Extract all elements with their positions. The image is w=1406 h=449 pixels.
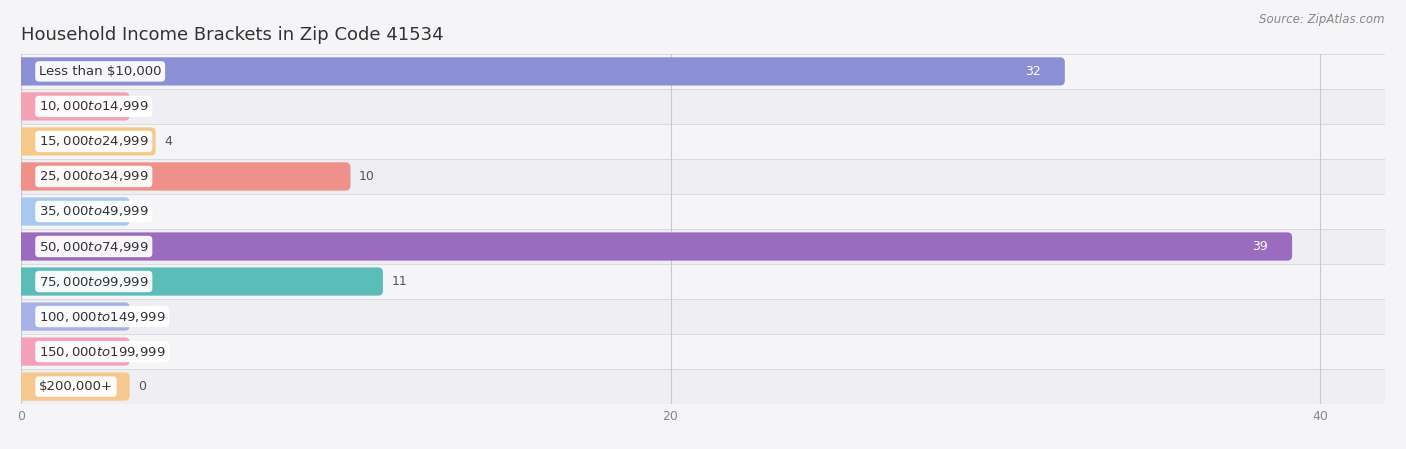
FancyBboxPatch shape: [17, 338, 129, 365]
Text: 0: 0: [138, 345, 146, 358]
Text: Less than $10,000: Less than $10,000: [39, 65, 162, 78]
Bar: [21, 369, 1385, 404]
Circle shape: [22, 64, 37, 79]
FancyBboxPatch shape: [17, 198, 129, 225]
Text: 32: 32: [1025, 65, 1040, 78]
Text: Household Income Brackets in Zip Code 41534: Household Income Brackets in Zip Code 41…: [21, 26, 444, 44]
Bar: [21, 299, 1385, 334]
Text: $25,000 to $34,999: $25,000 to $34,999: [39, 169, 149, 184]
Circle shape: [22, 169, 37, 184]
Bar: [21, 124, 1385, 159]
Text: $15,000 to $24,999: $15,000 to $24,999: [39, 134, 149, 149]
Circle shape: [22, 309, 37, 324]
FancyBboxPatch shape: [17, 163, 350, 190]
Bar: [21, 159, 1385, 194]
Text: $50,000 to $74,999: $50,000 to $74,999: [39, 239, 149, 254]
Text: 11: 11: [391, 275, 406, 288]
Text: 10: 10: [359, 170, 374, 183]
Bar: [21, 89, 1385, 124]
Circle shape: [22, 204, 37, 219]
Text: 0: 0: [138, 380, 146, 393]
Bar: [21, 194, 1385, 229]
Text: 0: 0: [138, 100, 146, 113]
Text: $200,000+: $200,000+: [39, 380, 112, 393]
Text: 4: 4: [165, 135, 172, 148]
FancyBboxPatch shape: [17, 92, 129, 120]
Text: 39: 39: [1253, 240, 1268, 253]
Circle shape: [22, 379, 37, 394]
FancyBboxPatch shape: [17, 268, 382, 295]
Text: $35,000 to $49,999: $35,000 to $49,999: [39, 204, 149, 219]
FancyBboxPatch shape: [17, 57, 1064, 85]
Circle shape: [22, 274, 37, 289]
Text: $100,000 to $149,999: $100,000 to $149,999: [39, 309, 166, 324]
Bar: [21, 334, 1385, 369]
FancyBboxPatch shape: [17, 128, 156, 155]
FancyBboxPatch shape: [17, 233, 1292, 260]
Text: $150,000 to $199,999: $150,000 to $199,999: [39, 344, 166, 359]
Circle shape: [22, 239, 37, 254]
Text: 0: 0: [138, 205, 146, 218]
Circle shape: [22, 134, 37, 149]
Bar: [21, 54, 1385, 89]
Text: Source: ZipAtlas.com: Source: ZipAtlas.com: [1260, 13, 1385, 26]
Circle shape: [22, 344, 37, 359]
Text: $10,000 to $14,999: $10,000 to $14,999: [39, 99, 149, 114]
Bar: [21, 229, 1385, 264]
FancyBboxPatch shape: [17, 373, 129, 401]
Text: $75,000 to $99,999: $75,000 to $99,999: [39, 274, 149, 289]
Bar: [21, 264, 1385, 299]
Circle shape: [22, 99, 37, 114]
FancyBboxPatch shape: [17, 303, 129, 330]
Text: 0: 0: [138, 310, 146, 323]
